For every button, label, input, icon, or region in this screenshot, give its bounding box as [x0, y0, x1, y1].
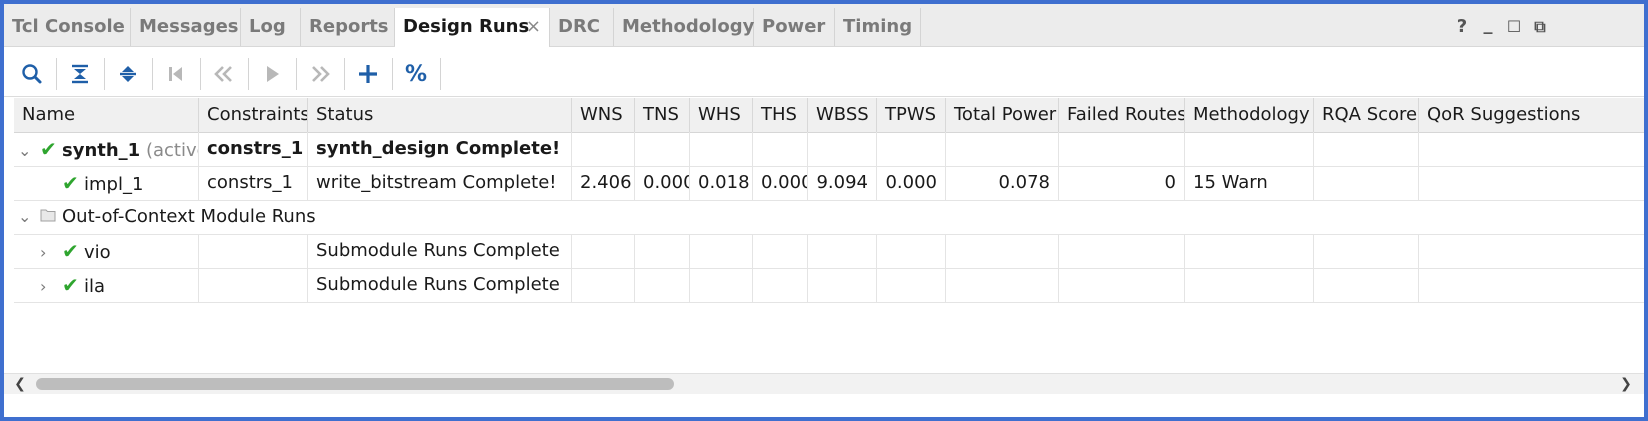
tpws-cell: 0.000: [877, 166, 946, 200]
status-cell: Submodule Runs Complete: [308, 268, 572, 302]
collapse-all-icon[interactable]: [64, 58, 96, 90]
column-header-wbss[interactable]: WBSS: [808, 98, 877, 132]
run-name: impl_1: [84, 174, 144, 195]
run-name: synth_1: [62, 140, 141, 161]
scroll-left-icon[interactable]: ❮: [14, 376, 26, 392]
tab-messages[interactable]: Messages: [131, 8, 241, 46]
tab-reports[interactable]: Reports: [301, 8, 395, 46]
wbss-cell: 9.094: [808, 166, 877, 200]
run-name-cell: ✔ impl_1: [14, 166, 199, 200]
search-icon[interactable]: [16, 58, 48, 90]
tns-cell: 0.000: [635, 166, 690, 200]
previous-icon[interactable]: [208, 58, 240, 90]
column-header-tns[interactable]: TNS: [635, 98, 690, 132]
toolbar: %: [4, 50, 1644, 97]
chevron-right-icon[interactable]: ›: [40, 243, 47, 262]
run-name: vio: [84, 242, 111, 263]
wns-cell: 2.406: [572, 166, 635, 200]
tab-timing[interactable]: Timing: [835, 8, 921, 46]
tab-methodology[interactable]: Methodology: [614, 8, 754, 46]
checkmark-icon: ✔: [62, 273, 79, 297]
group-name: Out-of-Context Module Runs: [62, 206, 316, 227]
table-row[interactable]: ⌄ ✔synth_1 (active) constrs_1 synth_desig…: [14, 132, 1644, 167]
group-name-cell: ⌄ Out-of-Context Module Runs: [14, 200, 614, 234]
table-header: Name Constraints Status WNS TNS WHS THS …: [14, 98, 1644, 133]
tab-power[interactable]: Power: [754, 8, 835, 46]
column-header-ths[interactable]: THS: [753, 98, 808, 132]
first-icon[interactable]: [160, 58, 192, 90]
chevron-down-icon[interactable]: ⌄: [18, 207, 32, 226]
ths-cell: 0.000: [753, 166, 808, 200]
status-cell: synth_design Complete!: [308, 132, 572, 166]
status-cell: write_bitstream Complete!: [308, 166, 572, 200]
status-cell: Submodule Runs Complete: [308, 234, 572, 268]
next-icon[interactable]: [304, 58, 336, 90]
minimize-icon[interactable]: _: [1483, 14, 1493, 35]
expand-all-icon[interactable]: [112, 58, 144, 90]
column-header-tpws[interactable]: TPWS: [877, 98, 946, 132]
tab-design-runs[interactable]: Design Runs ×: [395, 8, 550, 47]
column-header-qor-suggestions[interactable]: QoR Suggestions: [1427, 104, 1581, 125]
tab-drc[interactable]: DRC: [550, 8, 614, 46]
whs-cell: 0.018: [690, 166, 753, 200]
percent-icon[interactable]: %: [404, 61, 428, 87]
chevron-down-icon[interactable]: ⌄: [18, 141, 32, 160]
column-header-methodology[interactable]: Methodology: [1185, 98, 1314, 132]
total-power-cell: 0.078: [946, 166, 1059, 200]
column-header-whs[interactable]: WHS: [690, 98, 753, 132]
failed-routes-cell: 0: [1059, 166, 1185, 200]
table-row[interactable]: ⌄ Out-of-Context Module Runs: [14, 200, 1644, 235]
tab-bar: Tcl Console Messages Log Reports Design …: [4, 4, 1644, 47]
column-header-status[interactable]: Status: [308, 98, 572, 132]
maximize-icon[interactable]: ☐: [1506, 17, 1522, 36]
close-icon[interactable]: ×: [525, 16, 541, 37]
tab-tcl-console[interactable]: Tcl Console: [4, 8, 131, 46]
column-header-constraints[interactable]: Constraints: [199, 98, 308, 132]
methodology-cell[interactable]: 15 Warn: [1185, 166, 1314, 200]
column-header-name[interactable]: Name: [14, 98, 199, 132]
float-icon[interactable]: ⧉: [1534, 17, 1546, 36]
tab-log[interactable]: Log: [241, 8, 301, 46]
chevron-right-icon[interactable]: ›: [40, 277, 47, 296]
column-header-failed-routes[interactable]: Failed Routes: [1059, 98, 1185, 132]
run-icon[interactable]: [256, 58, 288, 90]
column-header-wns[interactable]: WNS: [572, 98, 635, 132]
folder-icon: [40, 200, 62, 234]
run-name-cell: › ✔ ila: [14, 268, 199, 302]
checkmark-icon: ✔: [62, 171, 79, 195]
constraints-cell: constrs_1: [199, 132, 308, 166]
constraints-cell: constrs_1: [199, 166, 308, 200]
checkmark-icon: ✔: [40, 137, 57, 161]
checkmark-icon: ✔: [62, 239, 79, 263]
table-row[interactable]: › ✔ vio Submodule Runs Complete: [14, 234, 1644, 269]
table-row[interactable]: ✔ impl_1 constrs_1 write_bitstream Comple…: [14, 166, 1644, 201]
column-header-total-power[interactable]: Total Power: [946, 98, 1059, 132]
active-indicator: (active): [145, 140, 198, 161]
run-name: ila: [84, 276, 106, 297]
scroll-right-icon[interactable]: ❯: [1620, 376, 1632, 392]
run-name-cell: › ✔ vio: [14, 234, 199, 268]
scrollbar-thumb[interactable]: [36, 378, 674, 390]
run-name-cell: ⌄ ✔synth_1 (active): [14, 132, 199, 166]
help-icon[interactable]: ?: [1456, 16, 1468, 37]
column-header-rqa-score[interactable]: RQA Score: [1314, 98, 1419, 132]
add-icon[interactable]: [352, 58, 384, 90]
horizontal-scrollbar[interactable]: ❮ ❯: [4, 373, 1644, 394]
table-row[interactable]: › ✔ ila Submodule Runs Complete: [14, 268, 1644, 303]
